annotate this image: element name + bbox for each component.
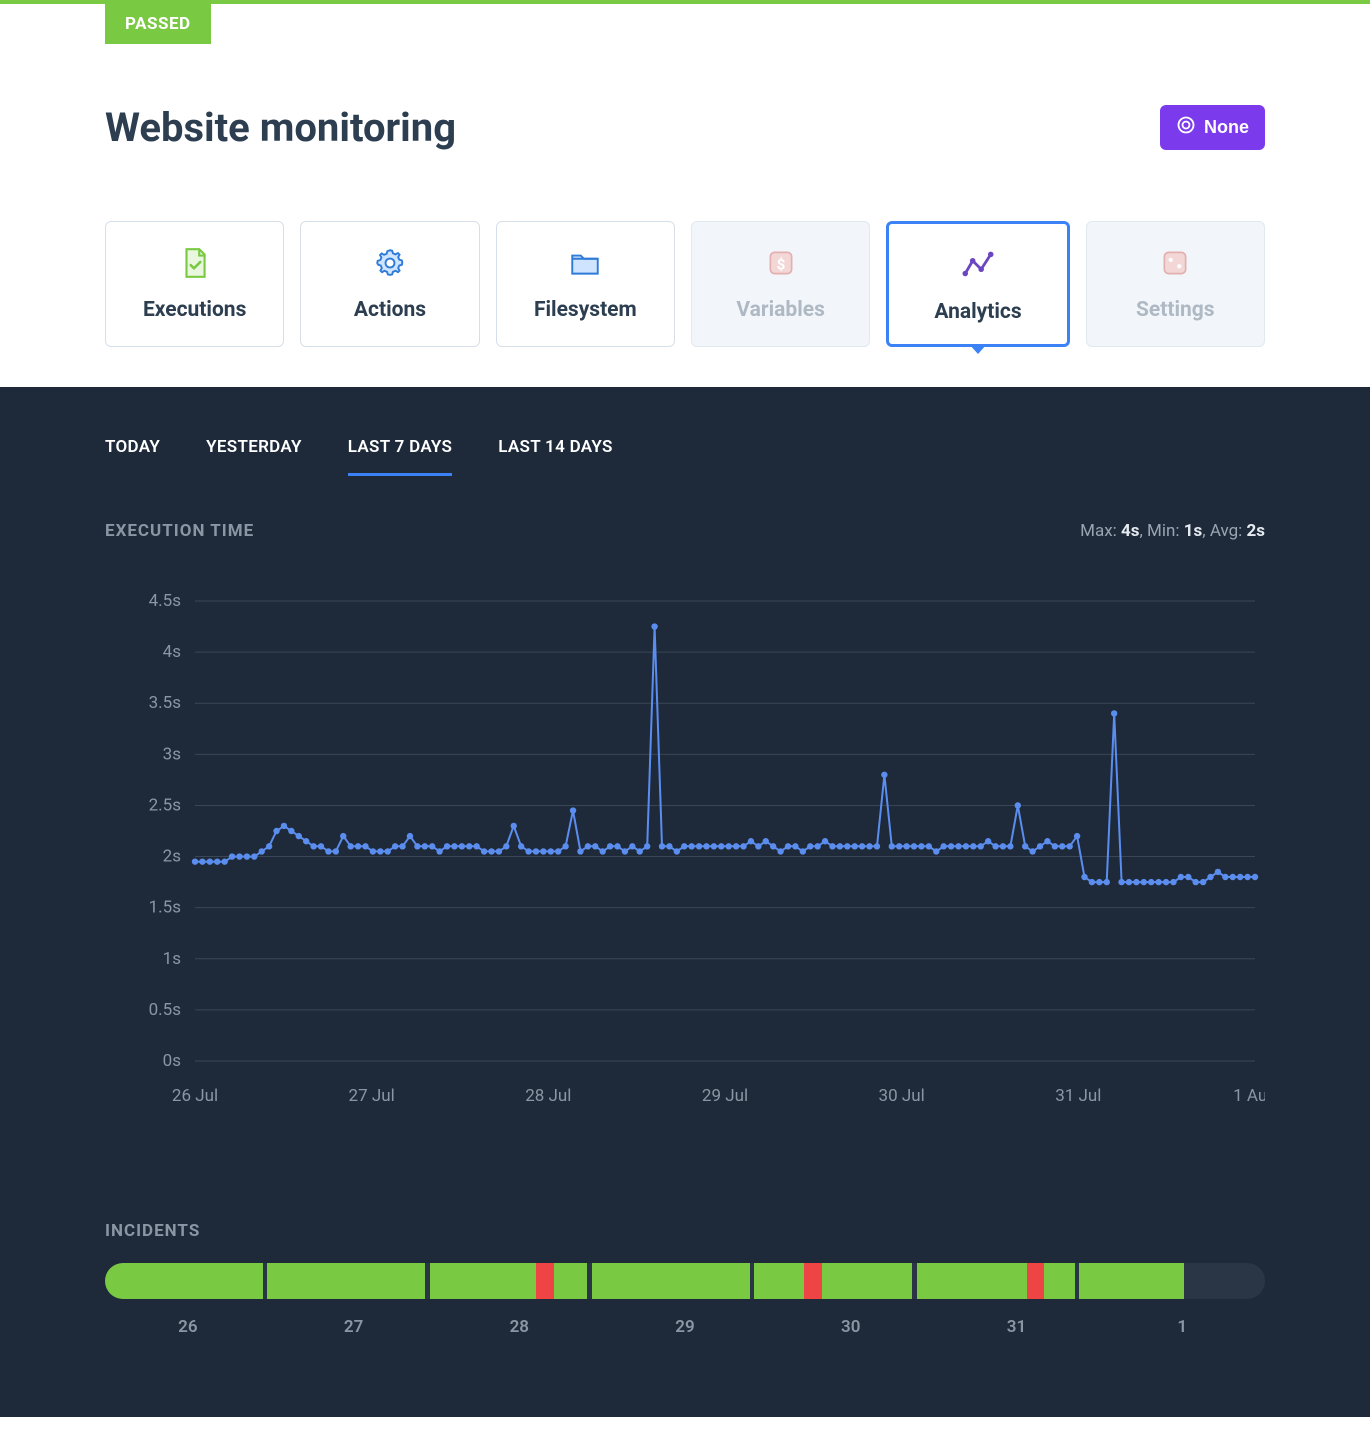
incident-segment (1079, 1263, 1183, 1299)
incident-segment (1027, 1263, 1044, 1299)
incident-day-label: 31 (934, 1317, 1100, 1337)
incidents-bar (105, 1263, 1265, 1299)
stat-avg-value: 2s (1247, 521, 1266, 541)
file-check-icon (116, 246, 273, 280)
none-button-label: None (1204, 117, 1249, 138)
range-tab-today[interactable]: TODAY (105, 437, 160, 476)
execution-time-title: EXECUTION TIME (105, 521, 254, 541)
tab-settings: Settings (1086, 221, 1265, 347)
incident-segment (754, 1263, 804, 1299)
incident-day-label: 29 (602, 1317, 768, 1337)
tab-label: Analytics (899, 300, 1056, 324)
svg-text:4s: 4s (163, 642, 181, 662)
stat-min-label: Min: (1147, 521, 1179, 541)
svg-text:$: $ (776, 255, 785, 273)
stat-avg-label: Avg: (1210, 521, 1242, 541)
sep: , (1139, 521, 1147, 541)
incident-segment (536, 1263, 553, 1299)
tabs-row: Executions Actions Filesystem $ Variables Ana… (105, 221, 1265, 347)
line-chart-svg: 0s 0.5s 1s 1.5s 2s 2.5s 3s 3.5s 4s 4.5s 26 Jul 27 J… (105, 591, 1265, 1151)
svg-text:4.5s: 4.5s (149, 591, 181, 611)
range-tab-last-14-days[interactable]: LAST 14 DAYS (498, 437, 613, 476)
title-row: Website monitoring None (105, 104, 1265, 151)
svg-text:28 Jul: 28 Jul (525, 1086, 571, 1106)
incident-segment (822, 1263, 912, 1299)
incident-segment (1044, 1263, 1074, 1299)
incident-segment (1184, 1263, 1242, 1299)
stat-max-value: 4s (1121, 521, 1140, 541)
svg-text:2.5s: 2.5s (149, 795, 181, 815)
svg-text:3.5s: 3.5s (149, 693, 181, 713)
incident-segment (592, 1263, 750, 1299)
analytics-icon (899, 248, 1056, 282)
gear-icon (311, 246, 468, 280)
settings-icon (1097, 246, 1254, 280)
range-tab-yesterday[interactable]: YESTERDAY (206, 437, 302, 476)
tab-variables: $ Variables (691, 221, 870, 347)
svg-text:0s: 0s (163, 1051, 181, 1071)
svg-text:26 Jul: 26 Jul (172, 1086, 218, 1106)
svg-text:0.5s: 0.5s (149, 1000, 181, 1020)
none-button[interactable]: None (1160, 105, 1265, 150)
incident-segment (105, 1263, 263, 1299)
execution-chart: 0s 0.5s 1s 1.5s 2s 2.5s 3s 3.5s 4s 4.5s 26 Jul 27 J… (105, 591, 1265, 1151)
svg-text:2s: 2s (163, 847, 181, 867)
incidents-title: INCIDENTS (105, 1221, 1265, 1241)
svg-text:1 Aug: 1 Aug (1233, 1086, 1265, 1106)
stat-min-value: 1s (1184, 521, 1203, 541)
incident-segment (804, 1263, 821, 1299)
incident-segment (430, 1263, 537, 1299)
tab-label: Variables (702, 298, 859, 322)
range-tab-last-7-days[interactable]: LAST 7 DAYS (348, 437, 452, 476)
tab-label: Filesystem (507, 298, 664, 322)
incident-segment (267, 1263, 425, 1299)
svg-text:1s: 1s (163, 949, 181, 969)
svg-text:3s: 3s (163, 744, 181, 764)
folder-icon (507, 246, 664, 280)
stat-max-label: Max: (1080, 521, 1117, 541)
svg-text:29 Jul: 29 Jul (702, 1086, 748, 1106)
execution-stats: Max: 4s, Min: 1s, Avg: 2s (1080, 521, 1265, 541)
tab-actions[interactable]: Actions (300, 221, 479, 347)
tab-label: Actions (311, 298, 468, 322)
page-title: Website monitoring (105, 104, 456, 151)
incident-day-label: 30 (768, 1317, 934, 1337)
variable-icon: $ (702, 246, 859, 280)
analytics-panel: TODAY YESTERDAY LAST 7 DAYS LAST 14 DAYS EX… (0, 387, 1370, 1417)
incident-segment (554, 1263, 588, 1299)
range-tabs: TODAY YESTERDAY LAST 7 DAYS LAST 14 DAYS (105, 437, 1265, 476)
incidents-labels: 2627282930311 (105, 1317, 1265, 1337)
execution-section-head: EXECUTION TIME Max: 4s, Min: 1s, Avg: 2s (105, 521, 1265, 541)
incident-day-label: 1 (1099, 1317, 1265, 1337)
svg-text:27 Jul: 27 Jul (349, 1086, 395, 1106)
svg-text:31 Jul: 31 Jul (1055, 1086, 1101, 1106)
svg-text:1.5s: 1.5s (149, 898, 181, 918)
incident-day-label: 28 (436, 1317, 602, 1337)
incident-day-label: 26 (105, 1317, 271, 1337)
header-area: PASSED Website monitoring None Execution… (0, 4, 1370, 387)
incident-segment (917, 1263, 1027, 1299)
status-badge: PASSED (105, 4, 211, 44)
incident-day-label: 27 (271, 1317, 437, 1337)
target-icon (1176, 115, 1196, 140)
sep: , (1202, 521, 1210, 541)
tab-analytics[interactable]: Analytics (886, 221, 1069, 347)
svg-text:30 Jul: 30 Jul (879, 1086, 925, 1106)
tab-label: Executions (116, 298, 273, 322)
tab-executions[interactable]: Executions (105, 221, 284, 347)
tab-filesystem[interactable]: Filesystem (496, 221, 675, 347)
tab-label: Settings (1097, 298, 1254, 322)
